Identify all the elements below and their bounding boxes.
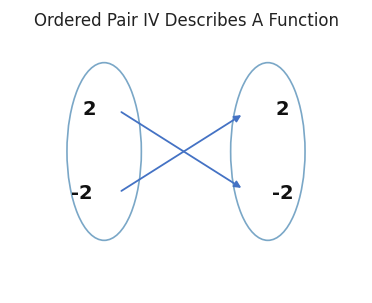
Text: -2: -2 <box>71 185 93 203</box>
Text: Ordered Pair IV Describes A Function: Ordered Pair IV Describes A Function <box>33 12 339 30</box>
Text: 2: 2 <box>276 100 289 118</box>
Text: 2: 2 <box>83 100 96 118</box>
Text: -2: -2 <box>272 185 294 203</box>
